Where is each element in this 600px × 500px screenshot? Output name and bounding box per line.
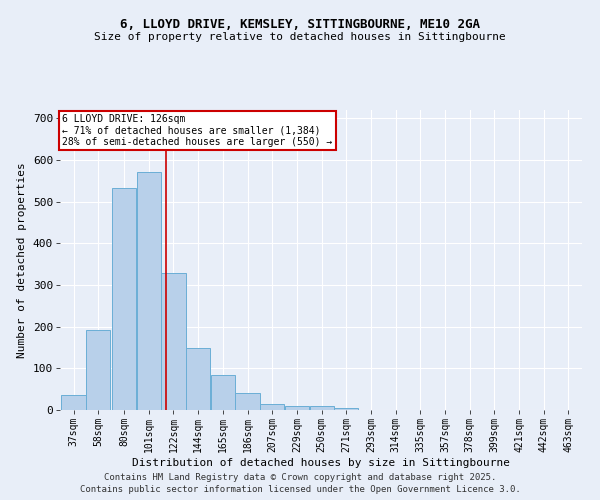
Bar [334,408,358,410]
Bar [112,188,136,410]
Bar [61,396,86,410]
Bar [86,330,110,410]
Text: 6, LLOYD DRIVE, KEMSLEY, SITTINGBOURNE, ME10 2GA: 6, LLOYD DRIVE, KEMSLEY, SITTINGBOURNE, … [120,18,480,30]
Bar [211,374,235,410]
X-axis label: Distribution of detached houses by size in Sittingbourne: Distribution of detached houses by size … [132,458,510,468]
Y-axis label: Number of detached properties: Number of detached properties [17,162,27,358]
Bar [310,406,334,410]
Bar [260,404,284,410]
Text: 6 LLOYD DRIVE: 126sqm
← 71% of detached houses are smaller (1,384)
28% of semi-d: 6 LLOYD DRIVE: 126sqm ← 71% of detached … [62,114,332,148]
Bar [186,348,210,410]
Text: Contains public sector information licensed under the Open Government Licence 3.: Contains public sector information licen… [80,486,520,494]
Bar [235,394,260,410]
Text: Size of property relative to detached houses in Sittingbourne: Size of property relative to detached ho… [94,32,506,42]
Bar [137,172,161,410]
Text: Contains HM Land Registry data © Crown copyright and database right 2025.: Contains HM Land Registry data © Crown c… [104,473,496,482]
Bar [161,272,185,410]
Bar [285,406,309,410]
